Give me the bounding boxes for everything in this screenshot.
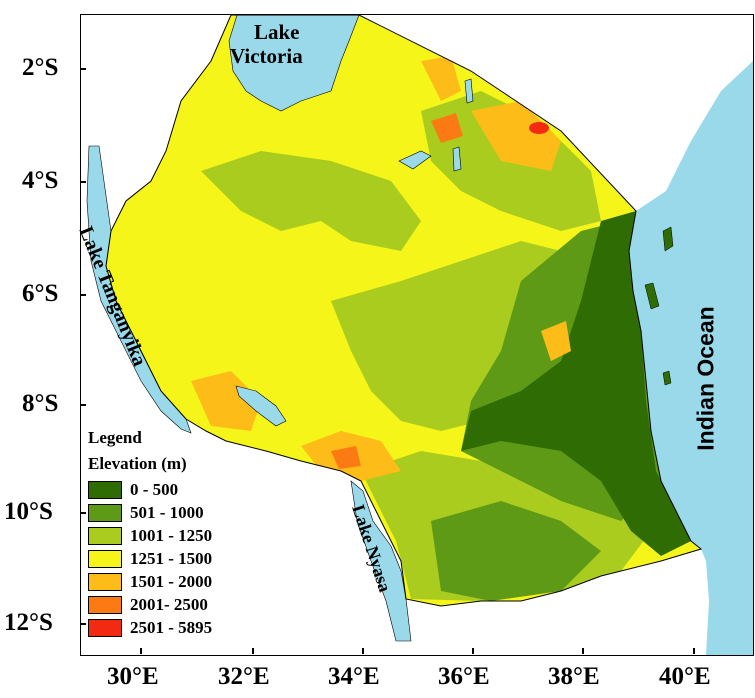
elevation-map — [86, 15, 753, 655]
legend-label: 1501 - 2000 — [130, 571, 213, 591]
x-tick — [252, 648, 254, 654]
legend-swatch — [88, 618, 122, 637]
longitude-label: 38°E — [548, 663, 600, 690]
lake-victoria-label-line1: Lake — [254, 20, 300, 44]
x-tick — [582, 648, 584, 654]
lake-manyara-shape — [452, 146, 462, 172]
latitude-label: 2°S — [22, 54, 59, 81]
y-tick — [80, 512, 86, 514]
x-tick — [472, 648, 474, 654]
lake-rukwa-shape — [235, 385, 287, 427]
map-frame — [80, 14, 754, 656]
legend-label: 2501 - 5895 — [130, 617, 213, 637]
legend-item: 1001 - 1250 — [88, 524, 212, 547]
y-tick — [80, 404, 86, 406]
x-tick — [362, 648, 364, 654]
latitude-label: 10°S — [4, 498, 53, 525]
zanzibar-island — [644, 282, 660, 310]
indian-ocean-shape — [629, 15, 753, 655]
legend-item: 1501 - 2000 — [88, 570, 212, 593]
legend-swatch — [88, 503, 122, 522]
legend-label: 0 - 500 — [130, 479, 179, 499]
legend-items: 0 - 500 501 - 1000 1001 - 1250 1251 - 1500 1… — [88, 478, 212, 639]
legend-swatch — [88, 480, 122, 499]
elevation-zone-1501-2000-northeast — [471, 101, 561, 171]
latitude-label: 6°S — [22, 280, 59, 307]
legend-swatch — [88, 572, 122, 591]
longitude-label: 36°E — [438, 663, 490, 690]
latitude-label: 8°S — [22, 390, 59, 417]
latitude-label: 12°S — [4, 609, 53, 636]
country-outline — [105, 15, 703, 607]
longitude-label: 34°E — [328, 663, 380, 690]
y-tick — [80, 623, 86, 625]
legend-label: 2001- 2500 — [130, 594, 208, 614]
legend-label: 501 - 1000 — [130, 502, 204, 522]
lake-victoria-label-line2: Victoria — [230, 44, 303, 68]
elevation-zone-1501-2000-southwest — [191, 371, 261, 431]
legend-swatch — [88, 549, 122, 568]
legend-label: 1001 - 1250 — [130, 525, 213, 545]
y-tick — [80, 294, 86, 296]
y-tick — [80, 68, 86, 70]
lake-natron-shape — [464, 78, 474, 104]
legend-item: 1251 - 1500 — [88, 547, 212, 570]
legend-title: Legend — [88, 428, 142, 447]
longitude-label: 32°E — [218, 663, 270, 690]
indian-ocean-label: Indian Ocean — [692, 306, 719, 451]
longitude-label: 40°E — [659, 663, 711, 690]
legend-item: 2001- 2500 — [88, 593, 212, 616]
elevation-zone-1501-2000-north — [421, 56, 461, 101]
legend-item: 501 - 1000 — [88, 501, 212, 524]
legend-label: 1251 - 1500 — [130, 548, 213, 568]
legend-item: 2501 - 5895 — [88, 616, 212, 639]
pemba-island — [662, 226, 674, 252]
legend-swatch — [88, 595, 122, 614]
lake-eyasi-shape — [398, 150, 432, 170]
lake-nyasa-shape — [350, 480, 412, 642]
mafia-island — [662, 370, 672, 386]
map-legend: Legend Elevation (m) 0 - 500 501 - 1000 10… — [88, 428, 212, 639]
longitude-label: 30°E — [107, 663, 159, 690]
elevation-zone-1501-2000-ukaguru — [541, 321, 571, 361]
x-tick — [693, 648, 695, 654]
elevation-zone-2001-2500-north — [431, 113, 463, 143]
elevation-zone-2001-2500-south — [331, 446, 361, 469]
elevation-zone-1001-1250-west — [201, 151, 421, 251]
elevation-zone-2501-5895-kilimanjaro — [529, 122, 549, 134]
y-tick — [80, 181, 86, 183]
legend-swatch — [88, 526, 122, 545]
lake-victoria-shape — [228, 15, 360, 112]
elevation-zone-0-500-coast — [461, 211, 691, 556]
elevation-zone-501-1000-south — [431, 501, 601, 601]
latitude-label: 4°S — [22, 167, 59, 194]
legend-item: 0 - 500 — [88, 478, 212, 501]
legend-subtitle: Elevation (m) — [88, 454, 187, 473]
x-tick — [140, 648, 142, 654]
